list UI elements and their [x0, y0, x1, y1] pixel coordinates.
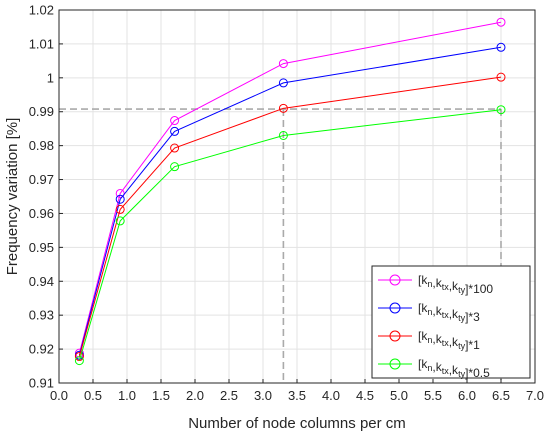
x-tick-label: 3.0: [254, 388, 272, 403]
series-group: [74, 17, 506, 366]
data-point: [496, 72, 506, 82]
legend-swatch-marker: [389, 302, 401, 314]
x-tick-label: 6.0: [458, 388, 476, 403]
series-line: [78, 76, 502, 357]
series-2: [74, 72, 506, 362]
data-point: [278, 103, 288, 113]
y-tick-label: 1.02: [29, 3, 54, 18]
data-point: [170, 126, 180, 136]
data-point: [74, 356, 84, 366]
x-tick-label: 1.0: [118, 388, 136, 403]
data-point: [278, 59, 288, 69]
y-tick-label: 1: [47, 70, 54, 85]
legend-label: [kn,ktx,kty]*3: [418, 301, 480, 324]
legend: [kn,ktx,kty]*100 [kn,ktx,kty]*3 [kn,ktx,kt…: [371, 265, 531, 380]
legend-swatch-marker: [389, 274, 401, 286]
series-3: [74, 105, 506, 366]
series-line: [78, 109, 502, 361]
x-tick-label: 4.0: [322, 388, 340, 403]
x-axis-ticks: 0.0 0.5 1.0 1.5 2.0 2.5 3.0 3.5 4.0 4.5 5.0 5.5 6.0 6…: [50, 379, 544, 403]
data-point: [170, 162, 180, 172]
y-tick-label: 0.99: [29, 104, 54, 119]
x-tick-label: 4.5: [356, 388, 374, 403]
y-tick-label: 0.92: [29, 342, 54, 357]
data-point: [115, 216, 125, 226]
x-tick-label: 5.0: [390, 388, 408, 403]
data-point: [115, 194, 125, 204]
legend-label: [kn,ktx,kty]*1: [418, 329, 480, 352]
data-point: [496, 17, 506, 27]
y-axis-ticks: 0.91 0.92 0.93 0.94 0.95 0.96 0.97 0.98 0.99 1 1.0…: [29, 3, 63, 391]
data-point: [170, 143, 180, 153]
x-tick-label: 6.5: [492, 388, 510, 403]
legend-label: [kn,ktx,kty]*0.5: [418, 357, 490, 380]
y-tick-label: 0.97: [29, 172, 54, 187]
series-line: [78, 21, 502, 354]
x-tick-label: 0.0: [50, 388, 68, 403]
data-point: [496, 105, 506, 115]
data-point: [278, 78, 288, 88]
x-tick-label: 5.5: [424, 388, 442, 403]
data-point: [496, 42, 506, 52]
x-tick-label: 2.5: [220, 388, 238, 403]
y-tick-label: 1.01: [29, 36, 54, 51]
reference-lines: [59, 108, 502, 383]
x-axis-title: Number of node columns per cm: [188, 415, 406, 432]
y-tick-label: 0.96: [29, 206, 54, 221]
data-point: [115, 204, 125, 214]
y-tick-label: 0.93: [29, 308, 54, 323]
y-axis-title: Frequency variation [%]: [4, 118, 21, 276]
x-tick-label: 7.0: [526, 388, 544, 403]
legend-label: [kn,ktx,kty]*100: [418, 273, 493, 296]
legend-box: [371, 265, 531, 379]
y-tick-label: 0.98: [29, 138, 54, 153]
series-line: [78, 46, 502, 356]
y-tick-label: 0.94: [29, 274, 54, 289]
data-point: [278, 130, 288, 140]
legend-swatch-marker: [389, 330, 401, 342]
legend-swatch-marker: [389, 358, 401, 370]
y-tick-label: 0.95: [29, 240, 54, 255]
data-point: [170, 116, 180, 126]
x-tick-label: 1.5: [152, 388, 170, 403]
x-tick-label: 3.5: [288, 388, 306, 403]
y-tick-label: 0.91: [29, 376, 54, 391]
x-tick-label: 2.0: [186, 388, 204, 403]
x-tick-label: 0.5: [84, 388, 102, 403]
